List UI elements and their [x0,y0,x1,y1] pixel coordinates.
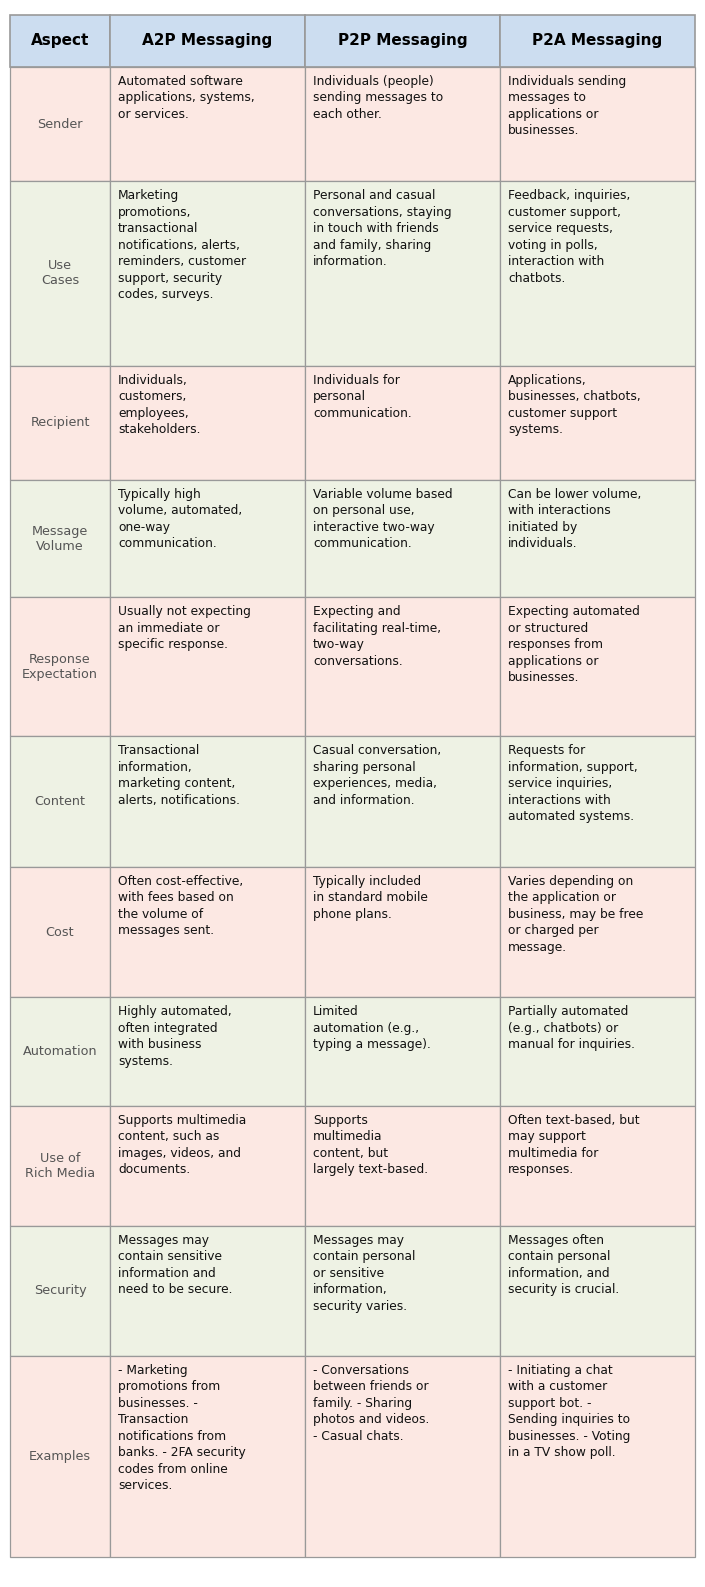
FancyBboxPatch shape [110,479,305,597]
Text: Individuals for
personal
communication.: Individuals for personal communication. [313,375,412,421]
FancyBboxPatch shape [110,1355,305,1557]
Text: Personal and casual
conversations, staying
in touch with friends
and family, sha: Personal and casual conversations, stayi… [313,189,452,268]
Text: Response
Expectation: Response Expectation [22,652,98,681]
Text: Cost: Cost [46,925,74,938]
FancyBboxPatch shape [110,1106,305,1225]
FancyBboxPatch shape [10,181,110,367]
FancyBboxPatch shape [110,997,305,1106]
Text: Often text-based, but
may support
multimedia for
responses.: Often text-based, but may support multim… [508,1114,639,1176]
FancyBboxPatch shape [10,1106,110,1225]
Text: Applications,
businesses, chatbots,
customer support
systems.: Applications, businesses, chatbots, cust… [508,375,641,436]
Text: Variable volume based
on personal use,
interactive two-way
communication.: Variable volume based on personal use, i… [313,487,453,551]
Text: Individuals,
customers,
employees,
stakeholders.: Individuals, customers, employees, stake… [118,375,200,436]
Text: P2P Messaging: P2P Messaging [338,33,467,49]
FancyBboxPatch shape [500,597,695,736]
FancyBboxPatch shape [10,67,110,181]
Text: Varies depending on
the application or
business, may be free
or charged per
mess: Varies depending on the application or b… [508,874,644,954]
FancyBboxPatch shape [110,1225,305,1355]
Text: Marketing
promotions,
transactional
notifications, alerts,
reminders, customer
s: Marketing promotions, transactional noti… [118,189,246,302]
FancyBboxPatch shape [500,67,695,181]
Text: Individuals (people)
sending messages to
each other.: Individuals (people) sending messages to… [313,75,443,121]
Text: Casual conversation,
sharing personal
experiences, media,
and information.: Casual conversation, sharing personal ex… [313,744,441,806]
Text: Requests for
information, support,
service inquiries,
interactions with
automate: Requests for information, support, servi… [508,744,638,824]
FancyBboxPatch shape [10,367,110,479]
FancyBboxPatch shape [110,597,305,736]
Text: Recipient: Recipient [30,416,90,430]
Text: Expecting and
facilitating real-time,
two-way
conversations.: Expecting and facilitating real-time, tw… [313,605,441,668]
FancyBboxPatch shape [10,867,110,997]
Text: Examples: Examples [29,1451,91,1463]
FancyBboxPatch shape [10,1355,110,1557]
Text: P2A Messaging: P2A Messaging [532,33,663,49]
Text: - Conversations
between friends or
family. - Sharing
photos and videos.
- Casual: - Conversations between friends or famil… [313,1363,429,1443]
Text: Feedback, inquiries,
customer support,
service requests,
voting in polls,
intera: Feedback, inquiries, customer support, s… [508,189,630,284]
Text: Automation: Automation [23,1046,97,1059]
Text: A2P Messaging: A2P Messaging [142,33,273,49]
FancyBboxPatch shape [305,736,500,867]
Text: Use of
Rich Media: Use of Rich Media [25,1152,95,1179]
FancyBboxPatch shape [305,1106,500,1225]
FancyBboxPatch shape [305,14,500,67]
Text: Transactional
information,
marketing content,
alerts, notifications.: Transactional information, marketing con… [118,744,240,806]
FancyBboxPatch shape [10,14,110,67]
FancyBboxPatch shape [305,1355,500,1557]
FancyBboxPatch shape [305,997,500,1106]
FancyBboxPatch shape [110,181,305,367]
Text: Security: Security [34,1284,86,1297]
FancyBboxPatch shape [500,479,695,597]
FancyBboxPatch shape [500,1355,695,1557]
FancyBboxPatch shape [10,479,110,597]
Text: Content: Content [35,795,85,808]
Text: Supports
multimedia
content, but
largely text-based.: Supports multimedia content, but largely… [313,1114,428,1176]
FancyBboxPatch shape [305,181,500,367]
FancyBboxPatch shape [10,997,110,1106]
FancyBboxPatch shape [500,736,695,867]
Text: Can be lower volume,
with interactions
initiated by
individuals.: Can be lower volume, with interactions i… [508,487,642,551]
Text: Use
Cases: Use Cases [41,260,79,287]
FancyBboxPatch shape [500,367,695,479]
FancyBboxPatch shape [110,867,305,997]
FancyBboxPatch shape [10,736,110,867]
Text: Limited
automation (e.g.,
typing a message).: Limited automation (e.g., typing a messa… [313,1005,431,1051]
Text: Automated software
applications, systems,
or services.: Automated software applications, systems… [118,75,255,121]
Text: - Initiating a chat
with a customer
support bot. -
Sending inquiries to
business: - Initiating a chat with a customer supp… [508,1363,630,1460]
FancyBboxPatch shape [500,181,695,367]
FancyBboxPatch shape [305,867,500,997]
FancyBboxPatch shape [500,997,695,1106]
FancyBboxPatch shape [305,67,500,181]
FancyBboxPatch shape [500,1106,695,1225]
Text: Often cost-effective,
with fees based on
the volume of
messages sent.: Often cost-effective, with fees based on… [118,874,243,938]
FancyBboxPatch shape [305,1225,500,1355]
Text: Aspect: Aspect [31,33,90,49]
FancyBboxPatch shape [500,14,695,67]
FancyBboxPatch shape [10,1225,110,1355]
Text: Messages often
contain personal
information, and
security is crucial.: Messages often contain personal informat… [508,1233,619,1297]
Text: Typically included
in standard mobile
phone plans.: Typically included in standard mobile ph… [313,874,428,920]
Text: Usually not expecting
an immediate or
specific response.: Usually not expecting an immediate or sp… [118,605,251,651]
FancyBboxPatch shape [305,367,500,479]
FancyBboxPatch shape [110,67,305,181]
FancyBboxPatch shape [110,367,305,479]
Text: Partially automated
(e.g., chatbots) or
manual for inquiries.: Partially automated (e.g., chatbots) or … [508,1005,635,1051]
Text: Expecting automated
or structured
responses from
applications or
businesses.: Expecting automated or structured respon… [508,605,640,684]
Text: Messages may
contain personal
or sensitive
information,
security varies.: Messages may contain personal or sensiti… [313,1233,415,1312]
FancyBboxPatch shape [10,597,110,736]
Text: Typically high
volume, automated,
one-way
communication.: Typically high volume, automated, one-wa… [118,487,243,551]
Text: Individuals sending
messages to
applications or
businesses.: Individuals sending messages to applicat… [508,75,626,138]
Text: Highly automated,
often integrated
with business
systems.: Highly automated, often integrated with … [118,1005,232,1068]
Text: Message
Volume: Message Volume [32,525,88,552]
Text: Sender: Sender [37,117,82,130]
Text: Supports multimedia
content, such as
images, videos, and
documents.: Supports multimedia content, such as ima… [118,1114,246,1176]
Text: - Marketing
promotions from
businesses. -
Transaction
notifications from
banks. : - Marketing promotions from businesses. … [118,1363,246,1492]
Text: Messages may
contain sensitive
information and
need to be secure.: Messages may contain sensitive informati… [118,1233,233,1297]
FancyBboxPatch shape [305,479,500,597]
FancyBboxPatch shape [305,597,500,736]
FancyBboxPatch shape [500,1225,695,1355]
FancyBboxPatch shape [500,867,695,997]
FancyBboxPatch shape [110,736,305,867]
FancyBboxPatch shape [110,14,305,67]
